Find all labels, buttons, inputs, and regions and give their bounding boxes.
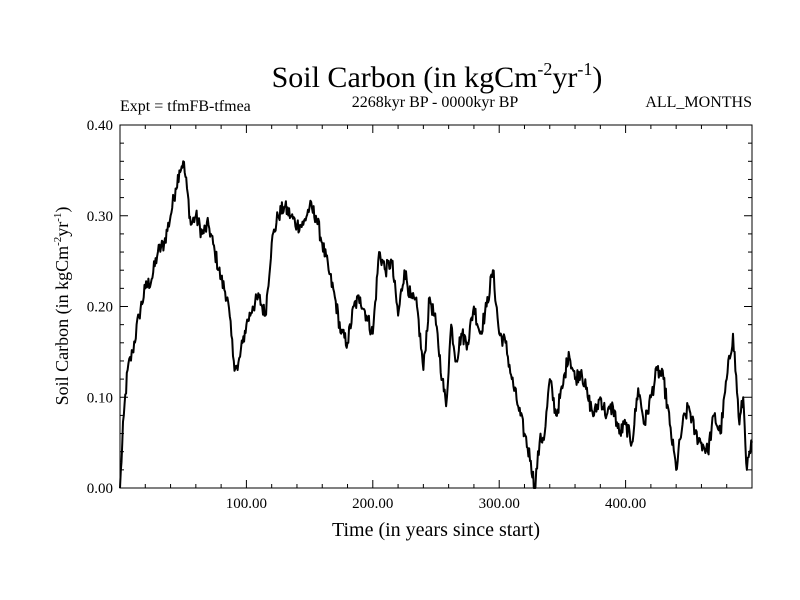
subtitle-months: ALL_MONTHS: [645, 94, 752, 111]
y-label-main: Soil Carbon (in kgCm: [52, 246, 73, 406]
y-tick-label: 0.20: [87, 300, 113, 316]
y-axis: 0.00 0.10 0.20 0.30 0.40: [87, 118, 752, 497]
y-label-close: ): [52, 207, 73, 213]
y-tick-label: 0.40: [87, 118, 113, 134]
y-label-mid: yr: [52, 222, 72, 237]
series-line-soil-carbon: [119, 160, 753, 489]
x-axis-label: Time (in years since start): [332, 519, 540, 541]
y-label-exp2: -1: [52, 213, 64, 222]
title-mid: yr: [552, 61, 577, 94]
plot-frame: [119, 124, 753, 489]
x-tick-label: 300.00: [479, 496, 520, 512]
y-axis-label: Soil Carbon (in kgCm-2yr-1): [52, 207, 73, 406]
y-label-exp1: -2: [52, 237, 64, 246]
y-tick-label: 0.10: [87, 390, 113, 406]
subtitle-period: 2268kyr BP - 0000kyr BP: [352, 94, 519, 111]
x-axis: 100.00 200.00 300.00 400.00: [144, 125, 728, 512]
x-tick-label: 400.00: [605, 496, 646, 512]
title-close: ): [592, 61, 602, 94]
title-exponent-1: -2: [537, 59, 552, 79]
subtitle-experiment: Expt = tfmFB-tfmea: [120, 98, 251, 115]
chart-title: Soil Carbon (in kgCm-2yr-1): [272, 59, 603, 94]
y-tick-label: 0.00: [87, 481, 113, 497]
y-tick-label: 0.30: [87, 209, 113, 225]
x-tick-label: 100.00: [226, 496, 267, 512]
title-exponent-2: -1: [577, 59, 592, 79]
title-main: Soil Carbon (in kgCm: [272, 61, 538, 94]
x-tick-label: 200.00: [352, 496, 393, 512]
